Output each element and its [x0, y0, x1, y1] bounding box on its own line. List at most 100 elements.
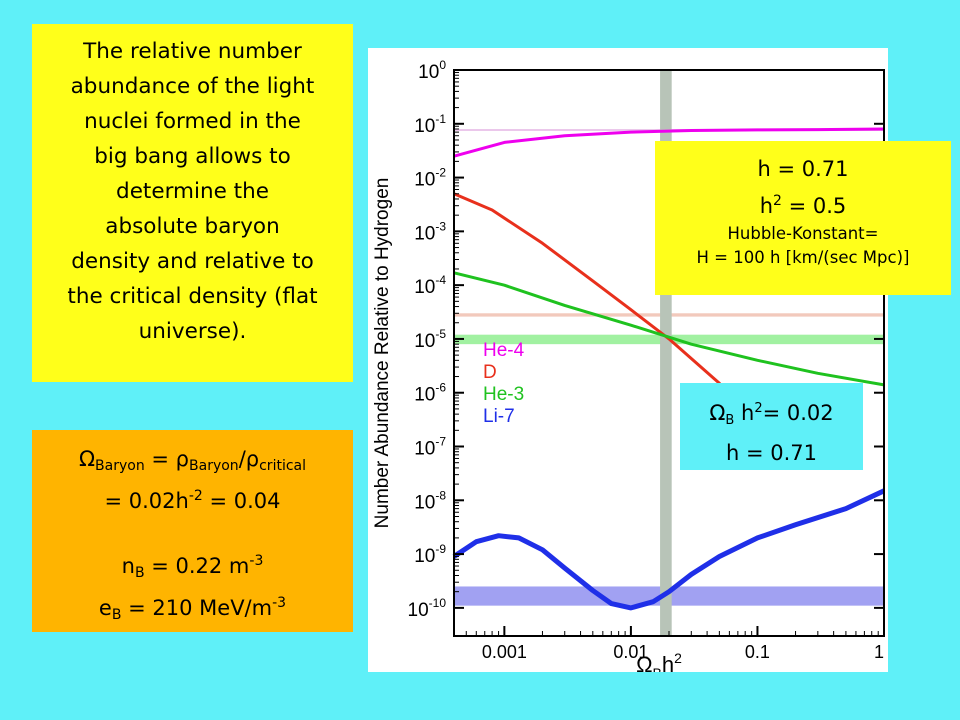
- nb-value: = 0.22 m: [144, 554, 250, 578]
- hubble-h2-label: h: [759, 194, 774, 218]
- y-tick-base: 10: [414, 546, 435, 567]
- y-tick-base: 10: [418, 62, 439, 83]
- y-tick-exponent: -7: [435, 435, 446, 449]
- x-tick-label: 0.001: [482, 642, 527, 662]
- legend-entry-he-3: He-3: [483, 384, 524, 405]
- y-tick-base: 10: [414, 116, 435, 137]
- y-tick-base: 10: [414, 277, 435, 298]
- y-tick-label: 10-1: [414, 112, 446, 137]
- eb-exponent: -3: [272, 595, 287, 611]
- y-tick-base: 10: [414, 223, 435, 244]
- y-tick-label: 10-8: [414, 488, 446, 513]
- series-line-d: [453, 192, 747, 416]
- y-tick-exponent: -4: [435, 273, 446, 287]
- x-axis-label-part: h: [662, 652, 674, 672]
- omega-box-value: = 0.02: [762, 401, 834, 425]
- baryon-density-formula-box: ΩBaryon = ρBaryon/ρcritical = 0.02h-2 = …: [32, 430, 353, 632]
- eb-line: eB = 210 MeV/m-3: [32, 588, 353, 630]
- eb-subscript: B: [111, 607, 122, 623]
- intro-line: big bang allows to: [94, 144, 291, 169]
- y-tick-exponent: -5: [435, 327, 446, 341]
- omega-box-h-exponent: 2: [754, 401, 763, 416]
- intro-line: the critical density (flat: [67, 284, 318, 309]
- omega-symbol: Ω: [78, 447, 96, 471]
- series-line-he-3: [453, 271, 885, 387]
- hubble-h2-exponent: 2: [773, 193, 782, 209]
- x-axis-label-part: B: [653, 665, 662, 672]
- y-tick-base: 10: [414, 385, 435, 406]
- y-tick-exponent: -3: [435, 219, 446, 233]
- y-tick-label: 10-5: [414, 327, 446, 352]
- omega-value-exponent: -2: [188, 488, 203, 504]
- y-tick-label: 10-3: [414, 219, 446, 244]
- intro-line: nuclei formed in the: [84, 109, 301, 134]
- nb-subscript: B: [134, 565, 145, 581]
- y-tick-label: 10-9: [414, 542, 446, 567]
- omega-value-line: = 0.02h-2 = 0.04: [32, 481, 353, 516]
- omega-formula-line: ΩBaryon = ρBaryon/ρcritical: [32, 444, 353, 481]
- x-tick-label: 1: [874, 642, 884, 662]
- y-tick-base: 10: [408, 600, 429, 621]
- intro-line: abundance of the light: [70, 74, 315, 99]
- x-axis-label-part: 2: [674, 650, 682, 666]
- x-axis-label-part: Ω: [636, 652, 652, 672]
- y-tick-exponent: -6: [435, 381, 446, 395]
- hubble-definition: H = 100 h [km/(sec Mpc)]: [696, 248, 910, 267]
- equals-sign: =: [144, 447, 176, 471]
- nb-exponent: -3: [249, 553, 264, 569]
- omega-box-h: h: [734, 401, 755, 425]
- y-tick-exponent: -1: [435, 112, 446, 126]
- eb-label: e: [98, 596, 112, 620]
- y-tick-label: 10-6: [414, 381, 446, 406]
- intro-line: absolute baryon: [105, 214, 280, 239]
- y-tick-base: 10: [414, 439, 435, 460]
- hubble-h2-line: h2 = 0.5: [655, 185, 951, 222]
- omega-value-text: = 0.02h: [104, 489, 189, 513]
- rho-critical-subscript: critical: [259, 458, 306, 474]
- intro-line: universe).: [138, 319, 247, 344]
- legend-entry-he-4: He-4: [483, 340, 525, 361]
- y-tick-exponent: -9: [435, 542, 446, 556]
- hubble-name: Hubble-Konstant=: [727, 224, 879, 243]
- y-tick-label: 10-10: [408, 596, 447, 621]
- y-tick-base: 10: [414, 492, 435, 513]
- fraction-slash: /: [238, 447, 246, 471]
- y-tick-exponent: -2: [435, 166, 446, 180]
- rho-symbol: ρ: [175, 447, 190, 471]
- omega-b-vertical-band: [660, 70, 672, 636]
- y-tick-base: 10: [414, 170, 435, 191]
- intro-line: determine the: [116, 179, 269, 204]
- nb-label: n: [121, 554, 135, 578]
- y-tick-exponent: 0: [439, 58, 446, 72]
- intro-line: The relative number: [83, 39, 302, 64]
- rho-subscript: Baryon: [189, 458, 239, 474]
- rho-critical-symbol: ρ: [245, 447, 260, 471]
- intro-line: density and relative to: [71, 249, 314, 274]
- omega-box-subscript: B: [725, 413, 735, 428]
- y-tick-label: 10-2: [414, 166, 446, 191]
- omega-subscript: Baryon: [95, 458, 145, 474]
- nb-line: nB = 0.22 m-3: [32, 546, 353, 588]
- abundance-chart-svg: 10010-110-210-310-410-510-610-710-810-91…: [372, 58, 886, 672]
- series-line-li-7: [452, 488, 886, 611]
- y-tick-exponent: -8: [435, 488, 446, 502]
- omega-box-symbol: Ω: [709, 401, 726, 425]
- omega-box-h-line: h = 0.71: [725, 441, 817, 465]
- series-line-he-4: [453, 127, 885, 158]
- x-tick-label: 0.01: [613, 642, 648, 662]
- y-tick-label: 100: [418, 58, 446, 83]
- legend-entry-d: D: [483, 362, 497, 383]
- y-axis-label: Number Abundance Relative to Hydrogen: [372, 178, 393, 529]
- hubble-h2-value: = 0.5: [781, 194, 847, 218]
- eb-value: = 210 MeV/m: [121, 596, 273, 620]
- omega-value-box: ΩB h2= 0.02 h = 0.71: [680, 383, 863, 470]
- omega-value-result: = 0.04: [202, 489, 281, 513]
- hubble-h-line: h = 0.71: [757, 157, 849, 181]
- omega-box-line1: ΩB h2= 0.02: [680, 393, 863, 437]
- legend-entry-li-7: Li-7: [483, 406, 515, 427]
- y-tick-base: 10: [414, 331, 435, 352]
- y-tick-label: 10-7: [414, 435, 446, 460]
- hubble-constant-box: h = 0.71 h2 = 0.5 Hubble-Konstant= H = 1…: [655, 141, 951, 295]
- x-tick-label: 0.1: [745, 642, 770, 662]
